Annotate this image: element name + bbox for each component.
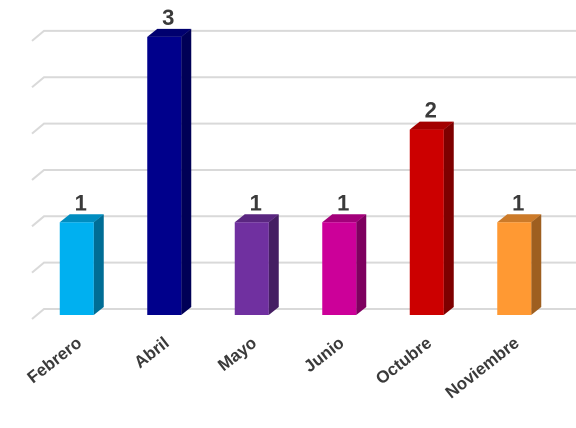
bar-junio <box>322 214 367 315</box>
gridline <box>31 29 576 42</box>
data-label: 1 <box>512 190 524 215</box>
data-labels: 1 3 1 1 2 1 <box>75 5 525 215</box>
x-tick-labels: Febrero Abril Mayo Junio Octubre Noviembre <box>24 333 523 402</box>
gridline <box>31 308 576 320</box>
gridlines <box>31 29 576 320</box>
data-label: 1 <box>337 190 349 215</box>
data-label: 1 <box>250 190 262 215</box>
x-tick-label: Abril <box>130 333 172 372</box>
data-label: 3 <box>162 5 174 30</box>
data-label: 2 <box>425 98 437 123</box>
gridline <box>31 215 576 228</box>
gridline <box>31 76 576 89</box>
x-tick-label: Febrero <box>24 333 86 387</box>
x-tick-label: Junio <box>300 333 347 376</box>
bar-mayo <box>234 214 279 315</box>
bars <box>59 28 542 316</box>
gridline <box>31 122 576 135</box>
bar-abril <box>147 28 192 316</box>
bar-octubre <box>409 121 454 315</box>
x-tick-label: Mayo <box>214 333 260 375</box>
bar-febrero <box>59 214 104 315</box>
x-tick-label: Noviembre <box>442 333 523 402</box>
bar-noviembre <box>497 214 542 315</box>
data-label: 1 <box>75 190 87 215</box>
gridline <box>31 261 576 274</box>
x-tick-label: Octubre <box>372 333 435 388</box>
gridline <box>31 168 576 181</box>
